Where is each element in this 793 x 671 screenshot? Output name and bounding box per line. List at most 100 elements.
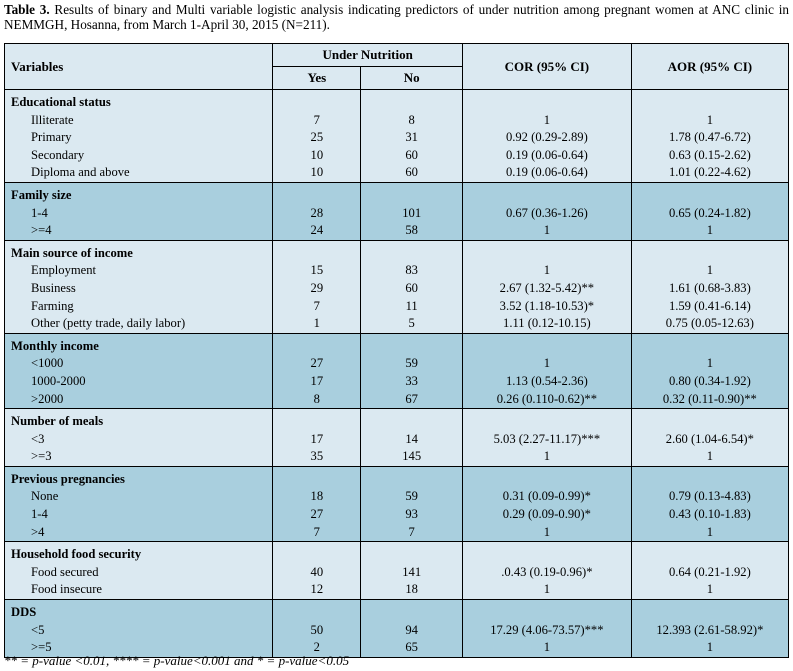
no-cell: 141 18 — [360, 541, 463, 601]
row-no-value: 59 — [405, 356, 418, 371]
row-yes-value: 50 — [310, 622, 324, 637]
row-label: 1000-2000 — [31, 373, 86, 388]
cor-cell: 5.03 (2.27-11.17)*** 1 — [462, 408, 632, 467]
no-cell: 59 33 67 — [360, 332, 463, 410]
row-yes-value: 17 — [310, 431, 324, 446]
row-yes-value: 8 — [313, 391, 320, 406]
row-yes-value: 40 — [310, 564, 324, 579]
group-title-spacer — [361, 471, 462, 489]
table-caption-text: Results of binary and Multi variable log… — [4, 2, 790, 32]
no-cell: 101 58 — [360, 181, 463, 241]
group-title: Previous pregnancies — [11, 471, 125, 486]
header-under-nutrition: Under Nutrition — [272, 43, 463, 67]
row-label: Food secured — [31, 564, 99, 579]
row-aor-value: 0.65 (0.24-1.82) — [668, 205, 751, 220]
yes-cell: 17 35 — [272, 408, 362, 467]
row-label: >=3 — [31, 449, 52, 464]
row-label: <1000 — [31, 356, 64, 371]
group-title-spacer — [463, 187, 631, 205]
row-no-value: 33 — [405, 373, 418, 388]
row-no-value: 60 — [405, 280, 418, 295]
table-caption: Table 3. Results of binary and Multi var… — [4, 2, 789, 32]
table-group: Family size 1-4 >=4 28 24 101 58 0.67 (0.36-1.2… — [3, 181, 790, 241]
aor-cell: 1 1.78 (0.47-6.72) 0.63 (0.15-2.62) 1.01 (0… — [630, 89, 790, 183]
row-aor-value: 2.60 (1.04-6.54)* — [665, 431, 754, 446]
group-title-spacer — [273, 338, 360, 356]
group-title: DDS — [11, 605, 37, 620]
row-label: Food insecure — [31, 582, 102, 597]
table-group: Educational status Illiterate Primary Secon… — [3, 89, 790, 183]
yes-cell: 7 25 10 10 — [272, 89, 362, 183]
group-title-spacer — [361, 604, 462, 622]
row-label: Illiterate — [31, 112, 74, 127]
yes-cell: 27 17 8 — [272, 332, 362, 410]
row-aor-value: 0.32 (0.11-0.90)** — [662, 391, 757, 406]
row-label: >2000 — [31, 391, 64, 406]
variable-cell: Household food security Food secured Food … — [3, 541, 274, 601]
row-label: Other (petty trade, daily labor) — [31, 316, 186, 331]
table-group: Number of meals <3 >=3 17 35 14 145 5.03 (2.27-… — [3, 408, 790, 467]
row-cor-value: 0.19 (0.06-0.64) — [505, 165, 588, 180]
row-yes-value: 10 — [310, 147, 324, 162]
group-title-spacer — [361, 187, 462, 205]
group-title-spacer — [361, 413, 462, 431]
row-aor-value: 0.75 (0.05-12.63) — [665, 316, 754, 331]
header-row-1: Variables Under Nutrition COR (95% CI) A… — [3, 43, 790, 90]
row-no-value: 67 — [405, 391, 418, 406]
row-yes-value: 7 — [313, 524, 320, 539]
row-cor-value: 2.67 (1.32-5.42)** — [499, 280, 595, 295]
group-title-spacer — [463, 604, 631, 622]
row-no-value: 101 — [402, 205, 422, 220]
row-no-value: 141 — [402, 564, 422, 579]
row-no-value: 58 — [405, 223, 418, 238]
group-title-spacer — [273, 187, 360, 205]
cor-cell: 0.31 (0.09-0.99)* 0.29 (0.09-0.90)* 1 — [462, 465, 632, 543]
row-aor-value: 0.43 (0.10-1.83) — [668, 507, 751, 522]
row-label: 1-4 — [31, 205, 48, 220]
variable-cell: Number of meals <3 >=3 — [3, 408, 274, 467]
row-cor-value: 5.03 (2.27-11.17)*** — [493, 431, 601, 446]
row-yes-value: 15 — [310, 263, 324, 278]
group-title-spacer — [273, 413, 360, 431]
header-aor: AOR (95% CI) — [630, 43, 790, 90]
results-table-container: Variables Under Nutrition COR (95% CI) A… — [3, 43, 790, 658]
group-title-spacer — [273, 546, 360, 564]
row-aor-value: 0.64 (0.21-1.92) — [668, 564, 751, 579]
group-title-spacer — [632, 546, 788, 564]
cor-cell: 1 2.67 (1.32-5.42)** 3.52 (1.18-10.53)* 1.1… — [462, 239, 632, 334]
group-title-spacer — [361, 94, 462, 112]
row-aor-value: 12.393 (2.61-58.92)* — [656, 622, 764, 637]
group-title: Family size — [11, 187, 72, 202]
row-aor-value: 1.61 (0.68-3.83) — [668, 280, 751, 295]
table-group: Previous pregnancies None 1-4 >4 18 27 7 59 93 7 0… — [3, 465, 790, 543]
row-no-value: 145 — [402, 449, 422, 464]
row-yes-value: 2 — [313, 640, 320, 655]
no-cell: 14 145 — [360, 408, 463, 467]
row-label: <3 — [31, 431, 45, 446]
table-body: Educational status Illiterate Primary Secon… — [3, 89, 790, 658]
group-title: Main source of income — [11, 245, 133, 260]
group-title: Household food security — [11, 547, 142, 562]
cor-cell: 0.67 (0.36-1.26) 1 — [462, 181, 632, 241]
row-yes-value: 12 — [310, 582, 324, 597]
no-cell: 83 60 11 5 — [360, 239, 463, 334]
group-title-spacer — [463, 413, 631, 431]
row-aor-value: 1 — [706, 640, 714, 655]
row-cor-value: 0.19 (0.06-0.64) — [505, 147, 588, 162]
variable-cell: Main source of income Employment Business F… — [3, 239, 274, 334]
row-no-value: 60 — [405, 147, 418, 162]
row-yes-value: 1 — [313, 316, 320, 331]
header-yes: Yes — [272, 66, 362, 90]
yes-cell: 50 2 — [272, 599, 362, 658]
aor-cell: 0.64 (0.21-1.92) 1 — [630, 541, 790, 601]
row-cor-value: 1.13 (0.54-2.36) — [505, 373, 588, 388]
group-title-spacer — [273, 604, 360, 622]
row-cor-value: 0.26 (0.110-0.62)** — [496, 391, 597, 406]
table-group: DDS <5 >=5 50 2 94 65 17.29 (4.06-73.57)*** 1 12.… — [3, 599, 790, 658]
group-title-spacer — [463, 245, 631, 263]
row-aor-value: 1 — [706, 524, 714, 539]
group-title-spacer — [632, 413, 788, 431]
row-yes-value: 28 — [310, 205, 324, 220]
table-group: Household food security Food secured Food … — [3, 541, 790, 601]
cor-cell: .0.43 (0.19-0.96)* 1 — [462, 541, 632, 601]
